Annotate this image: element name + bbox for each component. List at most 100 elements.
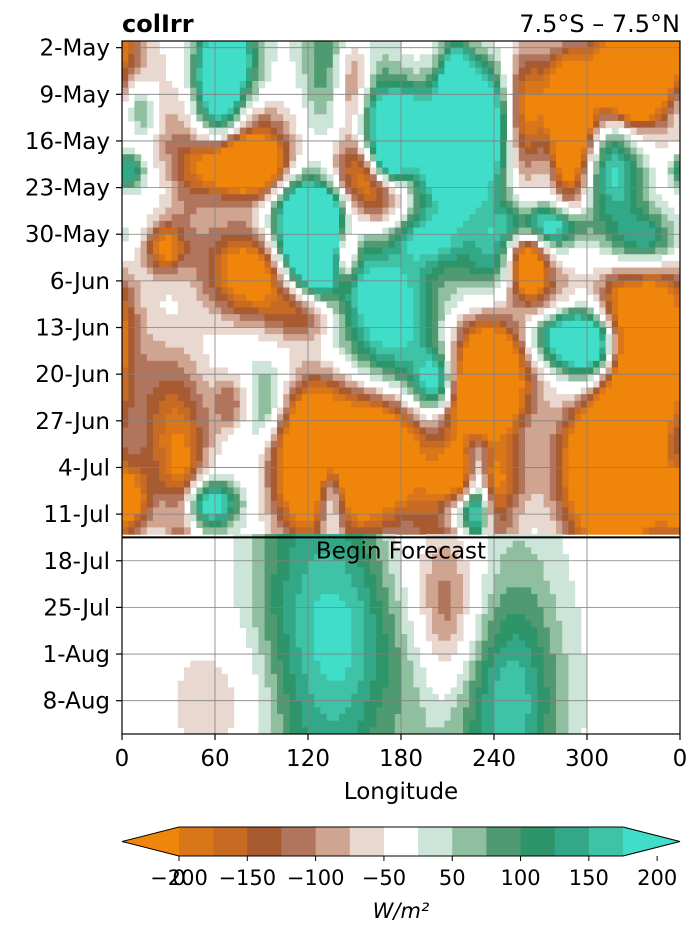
field-cell — [277, 274, 284, 282]
field-cell — [624, 414, 631, 422]
field-cell — [264, 414, 272, 422]
field-cell — [221, 320, 228, 329]
field-cell — [233, 327, 241, 335]
field-cell — [624, 107, 631, 115]
field-cell — [543, 320, 551, 329]
field-cell — [301, 267, 309, 275]
field-cell — [202, 227, 210, 235]
field-cell — [153, 140, 160, 149]
field-cell — [500, 334, 507, 342]
field-cell — [556, 340, 563, 349]
field-cell — [394, 334, 402, 342]
field-cell — [469, 307, 476, 315]
field-cell — [605, 60, 613, 69]
field-cell — [382, 260, 390, 269]
field-cell — [500, 454, 507, 462]
field-cell — [432, 187, 439, 195]
field-cell — [351, 327, 359, 335]
field-cell — [376, 274, 383, 282]
field-cell — [618, 174, 625, 182]
field-cell — [487, 227, 495, 235]
field-cell — [215, 294, 222, 302]
field-cell — [568, 360, 576, 369]
field-cell — [487, 147, 495, 155]
field-cell — [196, 360, 204, 369]
field-cell — [413, 420, 421, 429]
field-cell — [618, 114, 625, 122]
field-cell — [463, 360, 470, 369]
field-cell — [537, 127, 545, 135]
field-cell — [258, 41, 266, 49]
field-cell — [165, 174, 173, 182]
field-cell — [208, 380, 216, 389]
field-cell — [587, 387, 594, 395]
field-cell — [487, 267, 495, 275]
field-cell — [301, 400, 309, 409]
field-cell — [611, 147, 619, 155]
field-cell — [593, 327, 600, 335]
field-cell — [673, 167, 680, 175]
field-cell — [208, 414, 216, 422]
field-cell — [227, 167, 235, 175]
field-cell — [642, 247, 650, 255]
field-cell — [562, 127, 569, 135]
field-cell — [351, 420, 359, 429]
field-cell — [456, 214, 464, 222]
field-cell — [308, 80, 315, 89]
field-cell — [190, 47, 197, 55]
field-cell — [518, 67, 526, 75]
field-cell — [599, 274, 607, 282]
field-cell — [301, 367, 309, 375]
field-cell — [134, 187, 142, 195]
field-cell — [413, 394, 421, 402]
field-cell — [432, 140, 439, 149]
field-cell — [407, 314, 414, 322]
field-cell — [351, 107, 359, 115]
field-cell — [208, 127, 216, 135]
field-cell — [122, 94, 129, 102]
field-cell — [475, 407, 483, 415]
field-cell — [382, 254, 390, 262]
field-cell — [264, 307, 272, 315]
field-cell — [481, 47, 489, 55]
field-cell — [630, 374, 638, 382]
field-cell — [512, 447, 520, 455]
field-cell — [419, 294, 427, 302]
field-cell — [184, 247, 191, 255]
field-cell — [487, 440, 495, 449]
field-cell — [140, 347, 148, 355]
field-cell — [425, 87, 433, 95]
field-cell — [438, 454, 445, 462]
field-cell — [537, 380, 545, 389]
field-cell — [456, 347, 464, 355]
field-cell — [227, 300, 235, 309]
field-cell — [122, 87, 129, 95]
field-cell — [673, 347, 680, 355]
field-cell — [506, 234, 514, 242]
field-cell — [556, 60, 563, 69]
field-cell — [580, 74, 588, 82]
field-cell — [630, 307, 638, 315]
field-cell — [425, 114, 433, 122]
field-cell — [605, 314, 613, 322]
field-cell — [419, 314, 427, 322]
field-cell — [289, 207, 297, 215]
field-cell — [543, 314, 551, 322]
field-cell — [525, 367, 532, 375]
field-cell — [140, 234, 148, 242]
field-cell — [407, 174, 414, 182]
field-cell — [320, 454, 328, 462]
field-cell — [159, 54, 166, 62]
field-cell — [419, 234, 427, 242]
field-cell — [599, 140, 607, 149]
field-cell — [258, 287, 266, 295]
field-cell — [425, 434, 433, 442]
field-cell — [438, 207, 445, 215]
field-cell — [394, 267, 402, 275]
field-cell — [345, 380, 352, 389]
field-cell — [146, 254, 154, 262]
field-cell — [475, 327, 483, 335]
field-cell — [134, 247, 142, 255]
field-cell — [438, 374, 445, 382]
field-cell — [388, 100, 396, 109]
